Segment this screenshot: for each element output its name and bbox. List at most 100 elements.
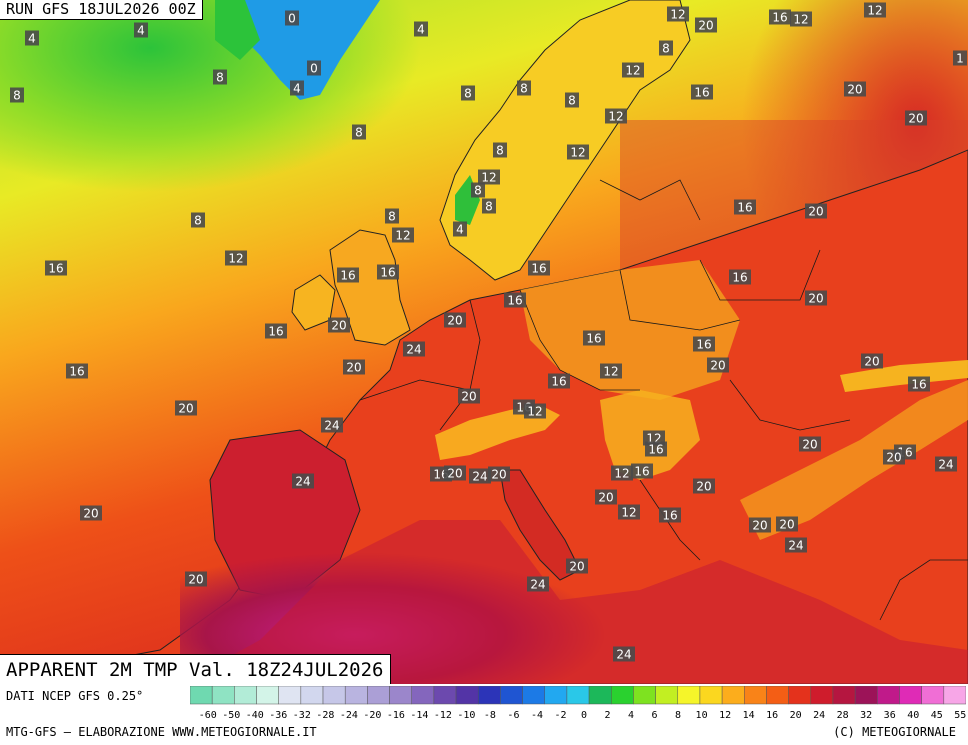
value-tag-text: 12 bbox=[481, 171, 496, 185]
value-tag: 8 bbox=[191, 212, 205, 228]
legend-label: -4 bbox=[531, 710, 543, 721]
value-tag-text: 20 bbox=[808, 292, 823, 306]
legend-label: 55 bbox=[954, 710, 966, 721]
legend-swatch bbox=[411, 686, 435, 705]
legend-label: -50 bbox=[222, 710, 240, 721]
value-tag-box bbox=[749, 517, 771, 533]
value-tag: 12 bbox=[567, 144, 589, 160]
value-tag-text: 20 bbox=[178, 402, 193, 416]
value-tag-box bbox=[25, 30, 39, 46]
value-tag-box bbox=[600, 363, 622, 379]
value-tag-text: 12 bbox=[670, 8, 685, 22]
value-tag-text: 20 bbox=[461, 390, 476, 404]
value-tag-text: 12 bbox=[614, 467, 629, 481]
value-tag: 20 bbox=[805, 203, 827, 219]
value-tag: 20 bbox=[595, 489, 617, 505]
value-tag: 16 bbox=[645, 441, 667, 457]
value-tag-text: 16 bbox=[648, 443, 663, 457]
legend-label: -40 bbox=[246, 710, 264, 721]
value-tag-box bbox=[482, 198, 496, 214]
value-tag-text: 12 bbox=[625, 64, 640, 78]
color-scale-legend: -60 -50 -40 -36 -32 -28 -24 -20 -16 -14 -12 -10 -8 -6… bbox=[190, 686, 966, 721]
value-tag-text: 8 bbox=[474, 184, 482, 198]
value-tag-text: 20 bbox=[83, 507, 98, 521]
legend-swatch bbox=[500, 686, 523, 705]
value-tag-text: 16 bbox=[911, 378, 926, 392]
legend-swatches bbox=[190, 686, 966, 705]
value-tag: 16 bbox=[66, 363, 88, 379]
value-tag: 12 bbox=[225, 250, 247, 266]
legend-swatch bbox=[433, 686, 457, 705]
value-tag-text: 16 bbox=[634, 465, 649, 479]
legend-swatch bbox=[455, 686, 479, 705]
value-tag-box bbox=[611, 465, 633, 481]
value-tag: 0 bbox=[307, 60, 321, 76]
value-tag: 20 bbox=[185, 571, 207, 587]
value-tag-box bbox=[935, 456, 957, 472]
value-tag-text: 8 bbox=[520, 82, 528, 96]
value-tag-text: 8 bbox=[568, 94, 576, 108]
value-tag: 16 bbox=[729, 269, 751, 285]
value-tag-box bbox=[478, 169, 500, 185]
value-tag: 20 bbox=[343, 359, 365, 375]
value-tag-box bbox=[414, 21, 428, 37]
legend-label: 4 bbox=[628, 710, 634, 721]
value-tag: 20 bbox=[328, 317, 350, 333]
legend-swatch bbox=[788, 686, 812, 705]
legend-swatch bbox=[389, 686, 412, 705]
value-tag-text: 12 bbox=[228, 252, 243, 266]
legend-swatch bbox=[744, 686, 767, 705]
legend-label: 12 bbox=[719, 710, 731, 721]
value-tag: 4 bbox=[453, 221, 467, 237]
value-tag: 16 bbox=[769, 9, 791, 25]
value-tag-box bbox=[377, 264, 399, 280]
value-tag: 16 bbox=[504, 292, 526, 308]
value-tag-text: 8 bbox=[496, 144, 504, 158]
value-tag-box bbox=[175, 400, 197, 416]
legend-swatch bbox=[190, 686, 213, 705]
value-tag-box bbox=[908, 376, 930, 392]
value-tag-box bbox=[645, 441, 667, 457]
value-tag-text: 8 bbox=[216, 71, 224, 85]
value-tag-text: 8 bbox=[355, 126, 363, 140]
value-tag: 12 bbox=[667, 6, 689, 22]
legend-label: -20 bbox=[363, 710, 381, 721]
value-tag-text: 16 bbox=[551, 375, 566, 389]
value-tag-text: 4 bbox=[456, 223, 464, 237]
value-tag-box bbox=[191, 212, 205, 228]
value-tag: 20 bbox=[693, 478, 715, 494]
value-tag-box bbox=[844, 81, 866, 97]
central-europe-warm-zone bbox=[520, 260, 740, 400]
value-tag-box bbox=[471, 182, 485, 198]
value-tag-text: 16 bbox=[531, 262, 546, 276]
value-tag-box bbox=[10, 87, 24, 103]
value-tag: 12 bbox=[392, 227, 414, 243]
value-tag-text: 8 bbox=[485, 200, 493, 214]
value-tag-box bbox=[785, 537, 807, 553]
value-tag-box bbox=[695, 17, 717, 33]
value-tag-box bbox=[595, 489, 617, 505]
legend-label: -36 bbox=[269, 710, 287, 721]
value-tag-text: 20 bbox=[710, 359, 725, 373]
value-tag-box bbox=[548, 373, 570, 389]
value-tag-box bbox=[517, 80, 531, 96]
value-tag: 20 bbox=[695, 17, 717, 33]
value-tag-box bbox=[337, 267, 359, 283]
value-tag: 12 bbox=[864, 2, 886, 18]
value-tag-box bbox=[631, 463, 653, 479]
legend-label: -28 bbox=[316, 710, 334, 721]
value-tag: 20 bbox=[444, 465, 466, 481]
value-tag: 4 bbox=[25, 30, 39, 46]
value-tag-text: 20 bbox=[696, 480, 711, 494]
great-britain-land bbox=[329, 229, 411, 346]
value-tag-text: 20 bbox=[864, 355, 879, 369]
value-tag-text: 8 bbox=[388, 210, 396, 224]
value-tag: 20 bbox=[861, 353, 883, 369]
value-tag-text: 16 bbox=[732, 271, 747, 285]
legend-label: 6 bbox=[652, 710, 658, 721]
legend-swatch bbox=[655, 686, 679, 705]
value-tag: 16 bbox=[528, 260, 550, 276]
legend-label: 10 bbox=[696, 710, 708, 721]
value-tag-text: 20 bbox=[346, 361, 361, 375]
